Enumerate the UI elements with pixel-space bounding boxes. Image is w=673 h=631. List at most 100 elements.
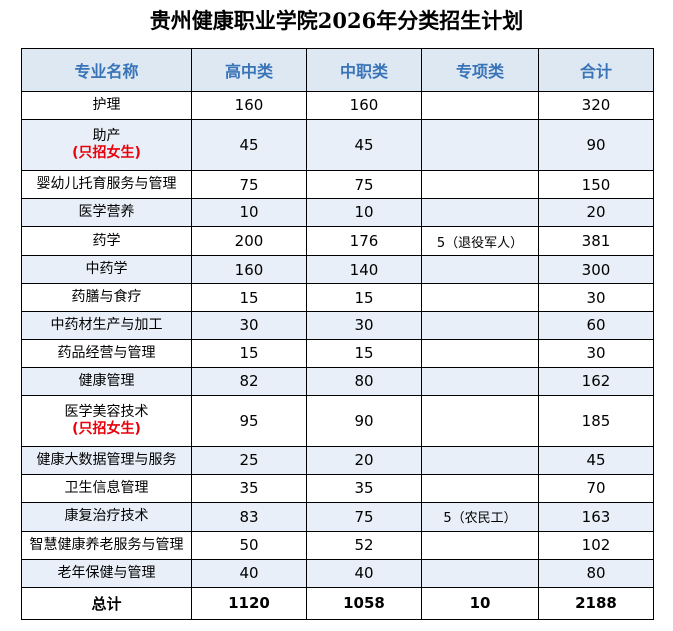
column-header-zhuanxiang: 专项类 — [421, 48, 539, 92]
zhongzhi-cell: 15 — [306, 338, 422, 368]
major-name-cell: 健康管理 — [21, 366, 192, 396]
total-zhuanxiang: 10 — [421, 586, 539, 621]
gaozhong-cell: 160 — [191, 91, 307, 120]
zhongzhi-cell: 75 — [306, 501, 422, 532]
zhuanxiang-cell — [421, 170, 539, 200]
major-name: 护理 — [92, 96, 121, 113]
zhongzhi-cell: 30 — [306, 310, 422, 340]
table-row: 医学营养 10 10 20 — [21, 198, 654, 227]
zhuanxiang-cell — [421, 558, 539, 588]
major-name: 助产 — [92, 128, 121, 145]
major-name-cell: 婴幼儿托育服务与管理 — [21, 170, 192, 200]
gaozhong-cell: 10 — [191, 198, 307, 227]
total-cell: 320 — [538, 91, 654, 120]
major-name-cell: 医学美容技术 (只招女生) — [21, 394, 192, 447]
zhongzhi-cell: 176 — [306, 225, 422, 257]
table-row: 药膳与食疗 15 15 30 — [21, 283, 654, 312]
total-cell: 163 — [538, 501, 654, 532]
major-name: 医学营养 — [78, 203, 135, 220]
total-cell: 45 — [538, 445, 654, 475]
major-name: 老年保健与管理 — [57, 564, 156, 581]
total-cell: 150 — [538, 170, 654, 200]
major-name-cell: 医学营养 — [21, 198, 192, 227]
table-header-row: 专业名称 高中类 中职类 专项类 合计 — [21, 48, 654, 92]
total-gaozhong: 1120 — [191, 586, 307, 621]
zhuanxiang-cell — [421, 530, 539, 560]
female-only-note: (只招女生) — [72, 420, 141, 437]
table-row: 药学 200 176 5（退役军人） 381 — [21, 225, 654, 257]
table-row: 老年保健与管理 40 40 80 — [21, 558, 654, 588]
major-name-cell: 护理 — [21, 91, 192, 120]
total-cell: 185 — [538, 394, 654, 447]
zhuanxiang-cell — [421, 255, 539, 285]
gaozhong-cell: 83 — [191, 501, 307, 532]
column-header-gaozhong: 高中类 — [191, 48, 307, 92]
zhuanxiang-cell — [421, 338, 539, 368]
grand-total: 2188 — [538, 586, 654, 621]
major-name: 健康管理 — [78, 372, 135, 389]
table-row: 婴幼儿托育服务与管理 75 75 150 — [21, 170, 654, 200]
major-name: 康复治疗技术 — [64, 508, 149, 525]
gaozhong-cell: 15 — [191, 283, 307, 312]
page-title: 贵州健康职业学院2026年分类招生计划 — [149, 8, 524, 33]
total-cell: 20 — [538, 198, 654, 227]
major-name-cell: 助产 (只招女生) — [21, 118, 192, 172]
major-name-cell: 康复治疗技术 — [21, 501, 192, 532]
zhuanxiang-cell — [421, 198, 539, 227]
gaozhong-cell: 30 — [191, 310, 307, 340]
zhongzhi-cell: 75 — [306, 170, 422, 200]
total-label: 总计 — [21, 586, 192, 621]
gaozhong-cell: 82 — [191, 366, 307, 396]
table-row: 健康大数据管理与服务 25 20 45 — [21, 445, 654, 475]
major-name-cell: 中药学 — [21, 255, 192, 285]
table-row: 中药材生产与加工 30 30 60 — [21, 310, 654, 340]
table-row: 健康管理 82 80 162 — [21, 366, 654, 396]
column-header-major: 专业名称 — [21, 48, 192, 92]
major-name-cell: 健康大数据管理与服务 — [21, 445, 192, 475]
total-cell: 30 — [538, 283, 654, 312]
gaozhong-cell: 25 — [191, 445, 307, 475]
zhongzhi-cell: 35 — [306, 473, 422, 503]
table-row: 卫生信息管理 35 35 70 — [21, 473, 654, 503]
table-row: 中药学 160 140 300 — [21, 255, 654, 285]
zhongzhi-cell: 52 — [306, 530, 422, 560]
zhongzhi-cell: 80 — [306, 366, 422, 396]
zhongzhi-cell: 160 — [306, 91, 422, 120]
gaozhong-cell: 15 — [191, 338, 307, 368]
zhongzhi-cell: 40 — [306, 558, 422, 588]
total-cell: 381 — [538, 225, 654, 257]
table-body: 护理 160 160 320 助产 (只招女生) 45 45 90 婴幼儿托育服务与管理 75 75 1… — [21, 91, 654, 621]
gaozhong-cell: 35 — [191, 473, 307, 503]
zhuanxiang-cell — [421, 310, 539, 340]
zhongzhi-cell: 90 — [306, 394, 422, 447]
total-cell: 30 — [538, 338, 654, 368]
table-row: 药品经营与管理 15 15 30 — [21, 338, 654, 368]
zhuanxiang-cell — [421, 394, 539, 447]
table-row: 助产 (只招女生) 45 45 90 — [21, 118, 654, 172]
zhuanxiang-cell — [421, 118, 539, 172]
major-name: 婴幼儿托育服务与管理 — [36, 176, 177, 193]
zhongzhi-cell: 140 — [306, 255, 422, 285]
zhuanxiang-cell — [421, 366, 539, 396]
gaozhong-cell: 50 — [191, 530, 307, 560]
table-total-row: 总计 1120 1058 10 2188 — [21, 586, 654, 621]
major-name: 药膳与食疗 — [71, 289, 142, 306]
major-name-cell: 药品经营与管理 — [21, 338, 192, 368]
major-name: 卫生信息管理 — [64, 479, 149, 496]
zhongzhi-cell: 45 — [306, 118, 422, 172]
zhuanxiang-cell — [421, 283, 539, 312]
gaozhong-cell: 45 — [191, 118, 307, 172]
zhuanxiang-cell — [421, 91, 539, 120]
gaozhong-cell: 95 — [191, 394, 307, 447]
gaozhong-cell: 200 — [191, 225, 307, 257]
table-row: 医学美容技术 (只招女生) 95 90 185 — [21, 394, 654, 447]
column-header-total: 合计 — [538, 48, 654, 92]
zhuanxiang-cell — [421, 445, 539, 475]
total-cell: 162 — [538, 366, 654, 396]
major-name-cell: 中药材生产与加工 — [21, 310, 192, 340]
gaozhong-cell: 160 — [191, 255, 307, 285]
major-name: 中药材生产与加工 — [50, 316, 163, 333]
total-zhongzhi: 1058 — [306, 586, 422, 621]
zhuanxiang-cell — [421, 473, 539, 503]
zhuanxiang-cell: 5（农民工） — [421, 501, 539, 532]
